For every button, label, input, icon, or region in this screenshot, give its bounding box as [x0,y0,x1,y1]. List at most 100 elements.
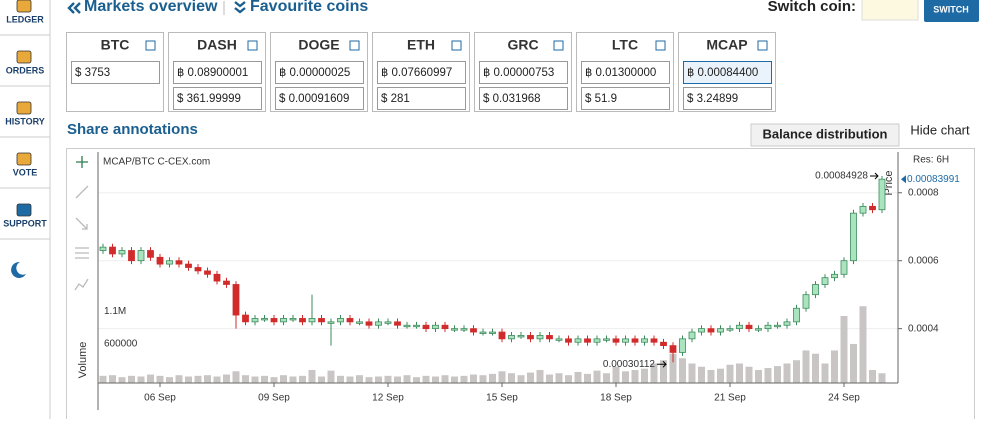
tool-icon[interactable] [74,278,89,291]
coin-price-field[interactable] [173,87,262,110]
volume-bar [650,363,658,383]
tab-label[interactable]: Balance distribution [763,126,888,141]
coin-price-field[interactable] [479,61,568,84]
coin-price-field[interactable] [581,61,670,84]
sidebar-label[interactable]: HISTORY [5,116,45,126]
coin-name[interactable]: ETH [407,37,435,53]
volume-bar [175,375,183,383]
volume-bar [432,376,439,383]
coin-price[interactable]: $ 3.24899 [687,93,738,105]
volume-bar [384,375,392,383]
candle-body [612,338,620,343]
volume-bar [831,350,838,383]
nav-link[interactable]: Markets overview [84,0,218,15]
tab-label[interactable]: Hide chart [910,122,970,137]
coin-price[interactable]: $ 361.99999 [177,93,241,105]
coin-price[interactable]: $ 281 [381,93,410,105]
coin-price-field[interactable] [275,61,364,84]
coin-price-field[interactable] [683,87,772,110]
candle-body [793,307,800,323]
coin-price[interactable]: ฿ 0.00000753 [483,66,554,79]
sidebar-label[interactable]: SUPPORT [3,218,47,228]
sidebar-label[interactable]: ORDERS [6,65,45,75]
volume-bar [755,369,762,383]
volume-bar [109,375,116,383]
coin-name[interactable]: DOGE [298,37,339,53]
volume-bar [394,376,401,383]
switch-button[interactable] [924,0,979,22]
switch-input[interactable] [861,0,919,21]
tab[interactable] [750,123,900,147]
coin-price-field[interactable] [377,87,466,110]
coin-name[interactable]: BTC [101,37,130,53]
candle-body [593,338,601,343]
coin-price[interactable]: ฿ 0.00084400 [687,66,758,79]
coin-price-field[interactable] [479,87,568,110]
sidebar-icon[interactable] [16,152,32,166]
candle-body [755,328,762,331]
coin-price-field[interactable] [173,61,262,84]
volume-bar [593,370,601,383]
sidebar-label[interactable]: LEDGER [6,14,44,24]
section-title[interactable]: Share annotations [67,121,198,138]
sidebar-icon[interactable] [16,203,32,217]
nav-link[interactable]: Favourite coins [250,0,368,15]
coin-price[interactable]: $ 51.9 [585,93,617,105]
candle-body [517,335,525,338]
info-icon[interactable] [145,40,156,51]
coin-price[interactable]: ฿ 0.00000025 [279,66,350,79]
coin-price[interactable]: ฿ 0.01300000 [585,66,656,79]
candle-body [878,178,886,211]
coin-price[interactable]: ฿ 0.08900001 [177,66,248,79]
coin-name[interactable]: GRC [507,37,538,53]
coin-price[interactable]: $ 0.00091609 [279,93,349,105]
coin-price-field[interactable] [377,61,466,84]
sidebar-icon[interactable] [16,0,32,13]
tool-icon[interactable] [75,217,88,230]
candle-body [859,205,867,214]
volume-tick-label: 1.1M [104,306,126,317]
sidebar-icon[interactable] [16,101,32,115]
info-icon[interactable] [655,40,666,51]
coin-price[interactable]: $ 0.031968 [483,93,541,105]
coin-name[interactable]: LTC [612,37,638,53]
volume-bar [232,371,240,383]
coin-price-field[interactable] [275,87,364,110]
coin-name[interactable]: DASH [197,37,237,53]
candle-body [821,277,829,285]
candle-body [270,318,278,323]
candle-body [470,328,477,333]
volume-bar [774,366,781,383]
volume-bar [878,373,886,383]
candle-body [698,328,705,333]
volume-bar [441,375,449,383]
coin-price-field[interactable] [581,87,670,110]
info-icon[interactable] [757,40,768,51]
candle-body [403,324,411,328]
candle-body [308,318,316,323]
annotation-arrow [657,360,667,368]
night-mode-icon[interactable] [11,261,26,278]
tool-icon[interactable] [75,247,89,259]
coin-price[interactable]: $ 3753 [75,67,110,79]
info-icon[interactable] [553,40,564,51]
coin-price-field[interactable] [683,61,772,84]
info-icon[interactable] [451,40,462,51]
x-tick-label: 18 Sep [600,393,632,404]
coin-price[interactable]: ฿ 0.07660997 [381,66,452,79]
tool-icon[interactable] [75,185,89,199]
volume-bar [318,376,325,383]
candle-body [460,328,468,331]
candle-body [508,335,515,340]
tool-icon[interactable] [76,156,88,168]
info-icon[interactable] [247,40,258,51]
sidebar-icon[interactable] [16,50,32,64]
sidebar-label[interactable]: VOTE [13,167,38,177]
candle-body [441,324,449,330]
coin-name[interactable]: MCAP [706,37,747,53]
volume-bar [536,369,544,383]
switch-button-label[interactable]: SWITCH [933,4,969,14]
coin-price-field[interactable] [71,61,160,84]
info-icon[interactable] [349,40,360,51]
